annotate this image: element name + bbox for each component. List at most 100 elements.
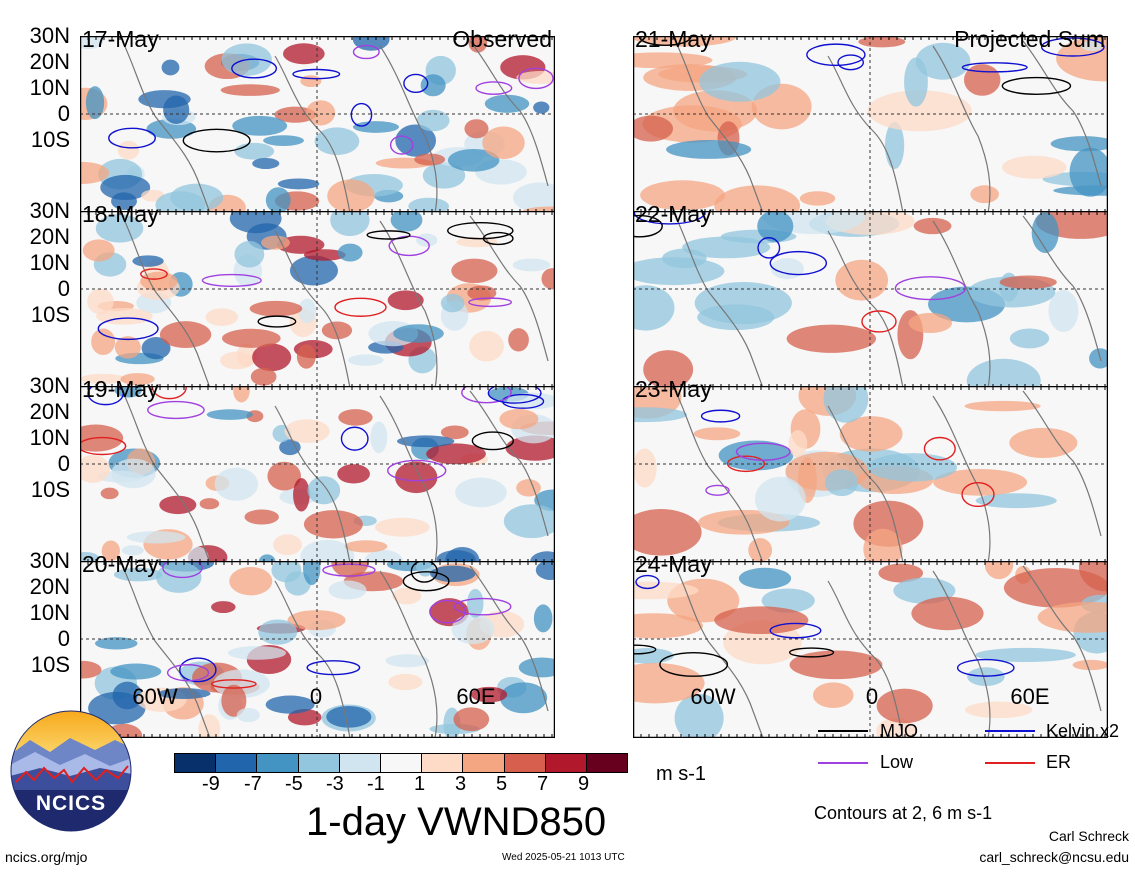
coastline-africa-east xyxy=(932,570,991,738)
anomaly-blob xyxy=(80,161,110,184)
contour xyxy=(306,660,361,676)
x-tick-label: 0 xyxy=(865,684,879,709)
anomaly-blob xyxy=(265,187,291,213)
coastline-africa-east xyxy=(932,395,991,563)
contour xyxy=(210,679,257,689)
anomaly-blob xyxy=(258,619,298,645)
y-tick-label: 10N xyxy=(29,75,70,100)
anomaly-blob xyxy=(220,351,254,370)
anomaly-blob xyxy=(300,75,322,88)
anomaly-blob xyxy=(338,409,373,426)
anomaly-blob xyxy=(279,439,301,456)
colorbar-tick-label: -7 xyxy=(244,773,262,795)
coastline-americas xyxy=(119,211,211,388)
anomaly-blob xyxy=(499,682,548,714)
contour xyxy=(635,574,660,590)
anomaly-blob xyxy=(516,70,555,84)
coastlines xyxy=(672,211,1102,388)
anomaly-blob xyxy=(464,119,489,139)
coastline-americas xyxy=(672,561,764,738)
anomaly-blob xyxy=(714,606,809,635)
coastline-africa-west xyxy=(274,580,351,738)
contour xyxy=(475,81,513,95)
contour xyxy=(366,230,411,240)
anomaly-blob xyxy=(408,197,450,213)
anomaly-blob xyxy=(306,100,336,126)
contour xyxy=(352,44,380,60)
contour xyxy=(633,644,657,655)
contour xyxy=(705,484,730,496)
anomaly-blob xyxy=(111,458,156,489)
anomaly-blob xyxy=(244,509,279,525)
colorbar-swatch xyxy=(339,754,381,772)
legend-swatch-low xyxy=(818,762,868,764)
footer-author: Carl Schreck xyxy=(1048,828,1129,844)
anomaly-blob xyxy=(80,660,102,679)
colorbar-tick-label: -9 xyxy=(202,773,220,795)
wind-anomaly-shading xyxy=(80,36,555,213)
map-panel-19-may: 19-May xyxy=(80,378,555,563)
coastline-africa-east xyxy=(379,395,438,563)
contour xyxy=(410,561,438,583)
footer-email[interactable]: carl_schreck@ncsu.edu xyxy=(979,849,1129,865)
anomaly-blob xyxy=(640,180,726,211)
anomaly-blob xyxy=(126,531,186,544)
anomaly-blob xyxy=(422,162,466,189)
anomaly-blob xyxy=(397,435,455,448)
colorbar-swatch xyxy=(298,754,340,772)
contour xyxy=(961,62,1028,73)
anomaly-blob xyxy=(327,179,375,213)
anomaly-blob xyxy=(436,550,476,563)
contour xyxy=(403,73,429,93)
legend-label-mjo: MJO xyxy=(880,721,918,741)
y-tick-label: 30N xyxy=(29,373,70,398)
anomaly-blob xyxy=(786,324,877,353)
panel-type-label: Projected Sum xyxy=(954,26,1105,52)
anomaly-blob xyxy=(913,217,952,235)
anomaly-blob xyxy=(277,178,320,190)
anomaly-blob xyxy=(267,461,301,491)
anomaly-blob xyxy=(94,637,138,650)
map-canvas xyxy=(80,386,555,563)
contour-lines xyxy=(108,44,554,155)
anomaly-blob xyxy=(633,36,737,47)
anomaly-blob xyxy=(88,691,146,725)
anomaly-blob xyxy=(788,430,808,458)
logo-text: NCICS xyxy=(35,792,107,815)
anomaly-blob xyxy=(132,255,164,267)
anomaly-blob xyxy=(392,587,422,605)
anomaly-blob xyxy=(533,604,553,633)
contour xyxy=(894,276,967,301)
coastline-africa-west xyxy=(827,405,904,563)
footer-url[interactable]: ncics.org/mjo xyxy=(5,849,88,865)
anomaly-blob xyxy=(499,408,539,430)
frame-ticks xyxy=(633,561,1106,738)
anomaly-blob xyxy=(352,121,399,133)
contour xyxy=(471,431,515,451)
y-tick-label: 30N xyxy=(29,23,70,48)
y-tick-label: 10S xyxy=(30,477,70,502)
legend-swatch-mjo xyxy=(818,730,868,732)
anomaly-blob xyxy=(812,682,854,709)
contour-lines xyxy=(97,221,514,341)
wind-anomaly-shading xyxy=(80,561,555,738)
anomaly-blob xyxy=(321,321,353,340)
coastline-africa-west xyxy=(827,230,904,388)
contour xyxy=(837,54,865,71)
map-panel-20-may: 20-May xyxy=(80,553,555,738)
contour xyxy=(956,658,1015,677)
anomaly-blob xyxy=(863,528,903,563)
contour xyxy=(97,317,159,341)
anomaly-blob xyxy=(82,239,115,262)
colorbar-tick-label: 7 xyxy=(537,773,549,795)
coastline-americas xyxy=(672,36,764,213)
ncics-logo[interactable]: NCICS xyxy=(10,710,132,832)
anomaly-blob xyxy=(633,662,705,704)
anomaly-blob xyxy=(1003,568,1108,608)
coastlines xyxy=(672,36,1102,213)
contour xyxy=(453,597,512,616)
anomaly-blob xyxy=(714,185,801,213)
map-canvas xyxy=(633,36,1108,213)
contour xyxy=(179,657,217,683)
x-tick-label: 60W xyxy=(132,684,178,709)
